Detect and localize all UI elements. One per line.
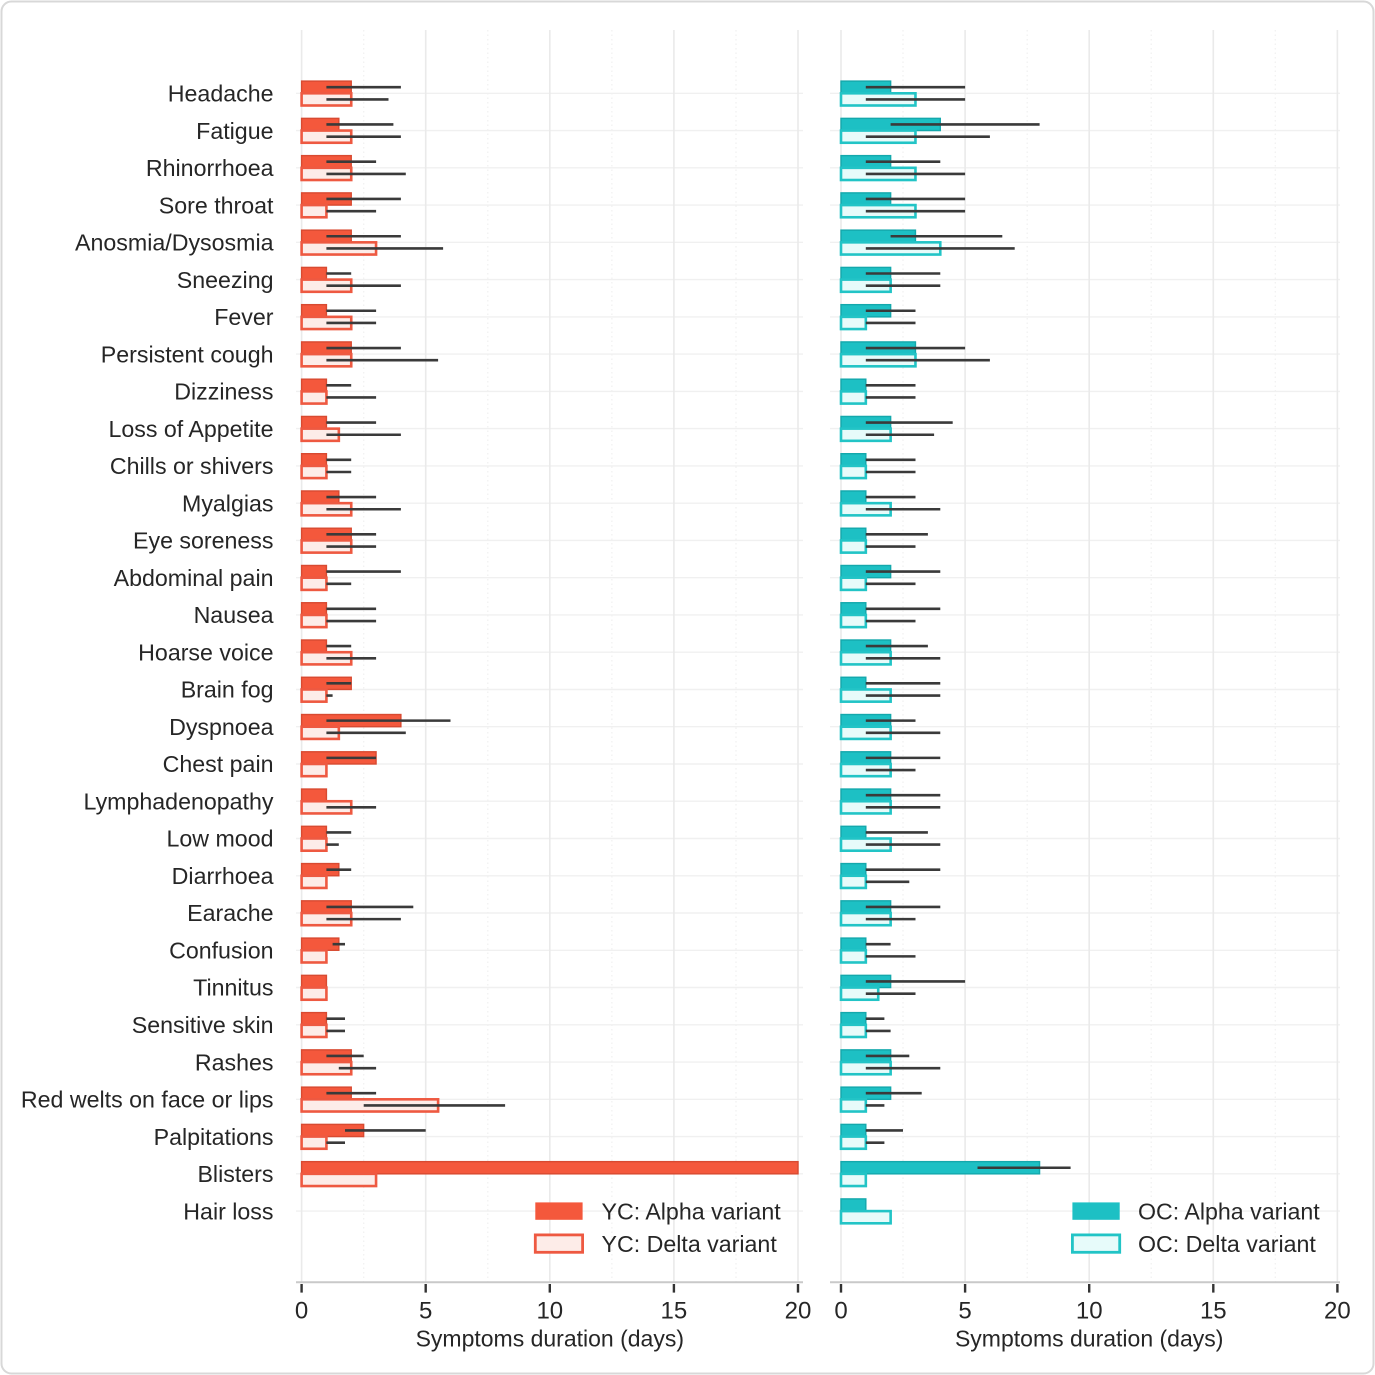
svg-text:10: 10 xyxy=(1076,1298,1103,1325)
svg-text:Chest pain: Chest pain xyxy=(163,751,274,777)
svg-text:Confusion: Confusion xyxy=(169,938,273,964)
svg-text:Myalgias: Myalgias xyxy=(182,490,274,516)
svg-text:Headache: Headache xyxy=(168,81,274,107)
svg-text:Hair loss: Hair loss xyxy=(183,1198,273,1224)
svg-text:10: 10 xyxy=(536,1298,563,1325)
svg-text:0: 0 xyxy=(295,1298,308,1325)
svg-text:Diarrhoea: Diarrhoea xyxy=(172,863,274,889)
svg-text:OC: Alpha variant: OC: Alpha variant xyxy=(1138,1198,1320,1224)
svg-text:15: 15 xyxy=(661,1298,688,1325)
svg-text:Chills or shivers: Chills or shivers xyxy=(110,453,274,479)
svg-text:5: 5 xyxy=(958,1298,971,1325)
svg-text:Anosmia/Dysosmia: Anosmia/Dysosmia xyxy=(75,230,274,256)
svg-text:Earache: Earache xyxy=(187,900,273,926)
svg-text:Hoarse voice: Hoarse voice xyxy=(138,639,273,665)
svg-text:Low mood: Low mood xyxy=(167,826,274,852)
svg-text:Abdominal pain: Abdominal pain xyxy=(114,565,274,591)
svg-text:Symptoms duration (days): Symptoms duration (days) xyxy=(416,1326,684,1352)
svg-text:YC: Alpha variant: YC: Alpha variant xyxy=(602,1198,782,1224)
svg-text:Nausea: Nausea xyxy=(194,602,274,628)
svg-text:Sore throat: Sore throat xyxy=(159,192,274,218)
svg-text:OC: Delta variant: OC: Delta variant xyxy=(1138,1231,1316,1257)
svg-text:Loss of Appetite: Loss of Appetite xyxy=(108,416,273,442)
svg-text:Palpitations: Palpitations xyxy=(154,1124,274,1150)
svg-text:YC: Delta variant: YC: Delta variant xyxy=(602,1231,778,1257)
svg-text:Lymphadenopathy: Lymphadenopathy xyxy=(84,788,274,814)
svg-text:Brain fog: Brain fog xyxy=(181,677,274,703)
svg-text:Dyspnoea: Dyspnoea xyxy=(169,714,274,740)
svg-text:Fever: Fever xyxy=(214,304,274,330)
svg-text:Fatigue: Fatigue xyxy=(196,118,273,144)
svg-text:20: 20 xyxy=(1324,1298,1351,1325)
svg-text:Sneezing: Sneezing xyxy=(177,267,274,293)
svg-text:15: 15 xyxy=(1200,1298,1227,1325)
svg-text:Symptoms duration (days): Symptoms duration (days) xyxy=(955,1326,1223,1352)
svg-text:Rashes: Rashes xyxy=(195,1049,274,1075)
svg-text:Eye soreness: Eye soreness xyxy=(133,528,273,554)
svg-text:Dizziness: Dizziness xyxy=(174,379,273,405)
svg-text:Sensitive skin: Sensitive skin xyxy=(132,1012,274,1038)
svg-text:Tinnitus: Tinnitus xyxy=(193,975,273,1001)
svg-text:20: 20 xyxy=(785,1298,812,1325)
svg-text:Rhinorrhoea: Rhinorrhoea xyxy=(146,155,274,181)
svg-text:Blisters: Blisters xyxy=(197,1161,273,1187)
svg-text:Persistent cough: Persistent cough xyxy=(101,341,274,367)
svg-text:Red welts on face or lips: Red welts on face or lips xyxy=(21,1087,274,1113)
svg-text:5: 5 xyxy=(419,1298,432,1325)
svg-text:0: 0 xyxy=(834,1298,847,1325)
